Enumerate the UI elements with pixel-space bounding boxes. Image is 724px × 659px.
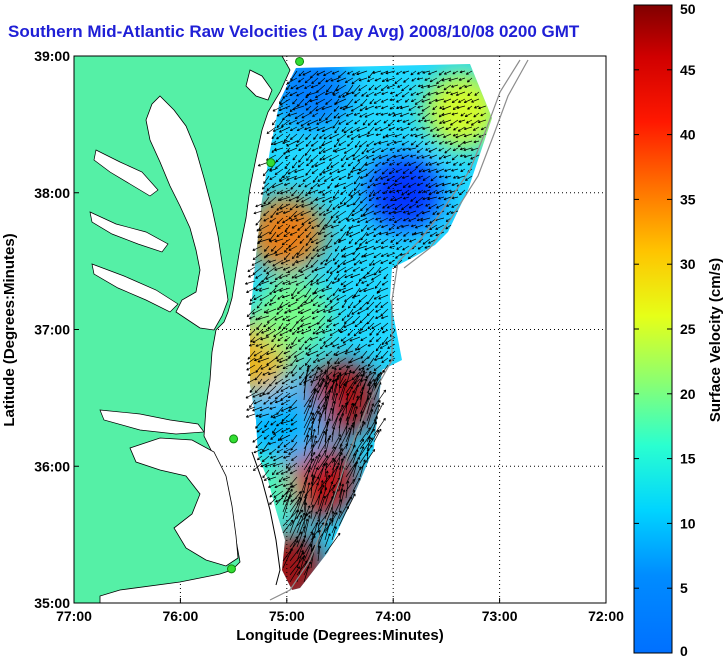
vector-arrows [244, 70, 487, 583]
x-tick-label: 76:00 [162, 608, 198, 624]
radar-station [226, 564, 236, 574]
colorbar-label: Surface Velocity (cm/s) [707, 258, 724, 422]
radar-station [295, 56, 305, 66]
colorbar-tick-label: 40 [680, 127, 696, 143]
pamlico-sound [129, 437, 239, 567]
x-tick-label: 73:00 [482, 608, 518, 624]
chart-title: Southern Mid-Atlantic Raw Velocities (1 … [8, 22, 580, 41]
x-tick-label: 77:00 [56, 608, 92, 624]
x-ticks: 77:00 76:00 75:00 74:00 73:00 72:00 [56, 598, 624, 624]
y-tick-label: 36:00 [34, 458, 70, 474]
y-tick-label: 35:00 [34, 595, 70, 611]
colorbar-ticks: 0 5 10 15 20 25 30 35 40 45 50 [634, 1, 696, 659]
x-tick-label: 74:00 [375, 608, 411, 624]
y-tick-label: 39:00 [34, 48, 70, 64]
y-ticks: 35:00 36:00 37:00 38:00 39:00 [34, 48, 79, 611]
colorbar [633, 4, 673, 654]
y-tick-label: 37:00 [34, 322, 70, 338]
y-tick-label: 38:00 [34, 185, 70, 201]
coastline [74, 56, 291, 603]
colorbar-tick-label: 35 [680, 191, 696, 207]
colorbar-tick-label: 5 [680, 580, 688, 596]
colorbar-tick-label: 10 [680, 515, 696, 531]
colorbar-tick-label: 25 [680, 321, 696, 337]
colorbar-tick-label: 45 [680, 62, 696, 78]
land-mass [74, 56, 291, 603]
velocity-region [254, 277, 331, 354]
colorbar-tick-label: 50 [680, 1, 696, 17]
x-axis-label: Longitude (Degrees:Minutes) [236, 627, 444, 644]
radar-stations [226, 56, 305, 574]
colorbar-tick-label: 0 [680, 643, 688, 659]
y-axis-label: Latitude (Degrees:Minutes) [1, 233, 18, 426]
colorbar-tick-label: 30 [680, 256, 696, 272]
chesapeake-bay [145, 95, 229, 331]
radar-station [229, 434, 239, 444]
velocity-vectors [244, 70, 487, 583]
depth-contours [269, 59, 529, 601]
velocity-region [250, 195, 325, 272]
velocity-region [250, 387, 325, 464]
x-tick-label: 75:00 [269, 608, 305, 624]
x-tick-label: 72:00 [588, 608, 624, 624]
colorbar-tick-label: 20 [680, 386, 696, 402]
colorbar-tick-label: 15 [680, 451, 696, 467]
radar-station [266, 158, 276, 168]
